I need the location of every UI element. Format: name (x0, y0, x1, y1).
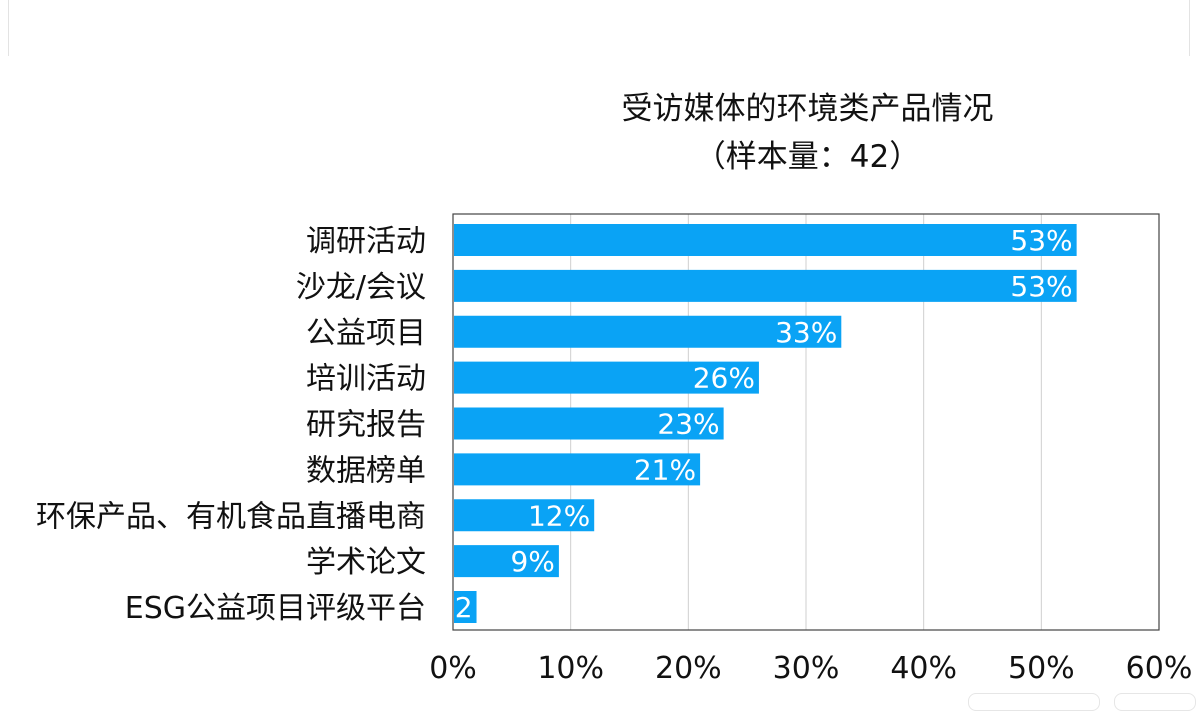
bar (454, 499, 595, 532)
category-label: 研究报告 (306, 408, 426, 443)
bar (454, 591, 477, 623)
category-label: 数据榜单 (306, 453, 426, 488)
data-label: 12% (528, 499, 590, 532)
bar (454, 224, 1077, 256)
data-label: 9% (510, 545, 554, 578)
bar (454, 361, 759, 394)
x-tick-label: 20% (655, 651, 722, 686)
data-label: 2 (455, 591, 473, 624)
category-label: 环保产品、有机食品直播电商 (36, 499, 426, 534)
x-tick-label: 30% (773, 651, 840, 686)
category-label: 沙龙/会议 (296, 270, 426, 305)
chart-subtitle: （样本量：42） (694, 139, 921, 175)
data-label: 53% (1010, 270, 1072, 303)
data-label: 26% (693, 362, 755, 395)
chart-title: 受访媒体的环境类产品情况 (621, 91, 994, 127)
data-label: 33% (775, 316, 837, 349)
x-tick-label: 50% (1008, 651, 1075, 686)
plot-area-frame (452, 213, 1160, 631)
category-label: 公益项目 (306, 316, 426, 351)
data-label: 53% (1010, 224, 1072, 257)
x-tick-label: 10% (537, 651, 604, 686)
bar (454, 315, 842, 348)
x-tick-label: 0% (429, 651, 477, 686)
bar (454, 453, 701, 486)
page-frame-left (0, 0, 9, 56)
data-labels: 53% 53% 33% 26% 23% 21% 12% 9% 2 (455, 224, 1073, 624)
data-label: 23% (657, 408, 719, 441)
x-axis-tick-labels: 0% 10% 20% 30% 40% 50% 60% (429, 651, 1192, 686)
x-tick-label: 60% (1126, 651, 1193, 686)
data-label: 21% (634, 453, 696, 486)
category-labels: 调研活动沙龙/会议公益项目培训活动研究报告数据榜单环保产品、有机食品直播电商学术… (36, 224, 426, 626)
page-frame-right (1189, 0, 1200, 56)
bars (454, 224, 1077, 623)
category-label: ESG公益项目评级平台 (125, 591, 426, 626)
bar (454, 269, 1077, 302)
x-tick-label: 40% (890, 651, 957, 686)
category-label: 培训活动 (306, 362, 426, 397)
bar (454, 407, 724, 440)
category-label: 调研活动 (306, 224, 426, 259)
category-label: 学术论文 (306, 545, 426, 580)
bar (454, 545, 559, 578)
